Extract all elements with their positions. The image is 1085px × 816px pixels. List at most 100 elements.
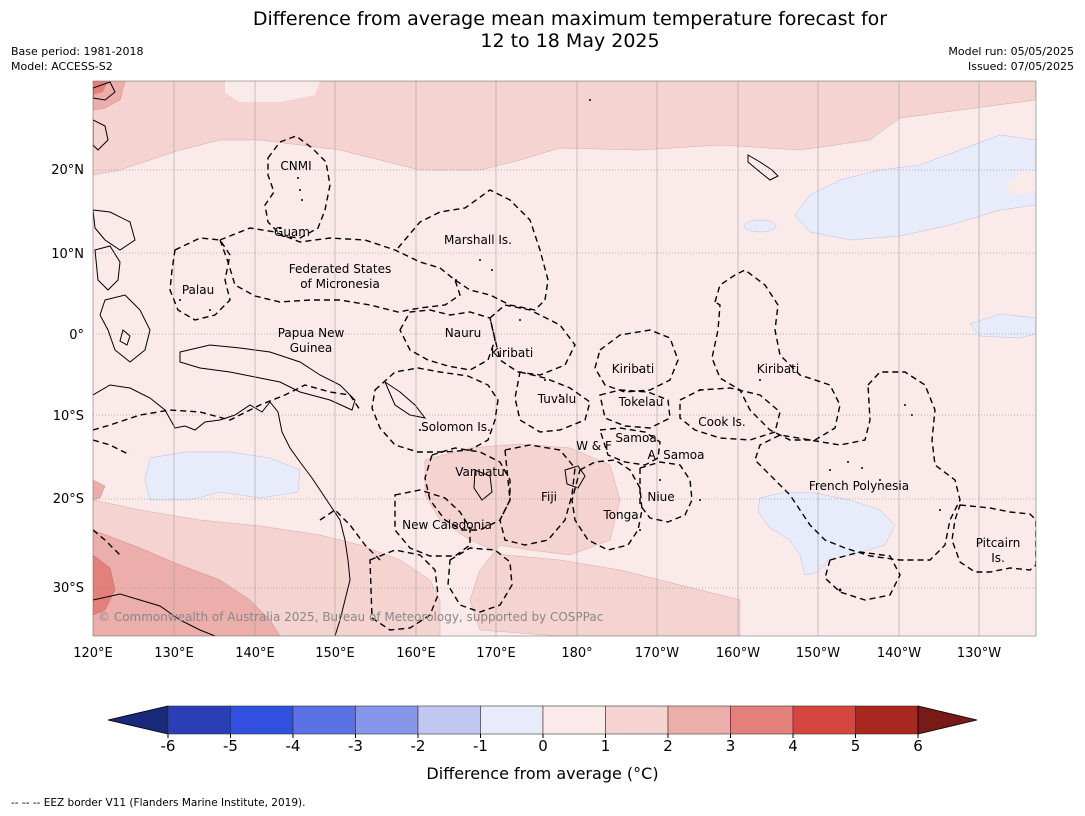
label-fiji: Fiji [541,490,557,504]
eez-footnote: -- -- -- EEZ border V11 (Flanders Marine… [11,797,306,809]
lon-label: 160°W [716,646,760,661]
colorbar-segment [417,705,481,735]
anomaly-sw-warmer-fill [93,529,281,636]
colorbar-segment [792,705,856,735]
label-french-polynesia: French Polynesia [809,479,909,493]
label-wallis-futuna: W & F [576,439,612,453]
colorbar-segment [230,705,294,735]
anomaly-cool-spot-2 [969,313,1036,339]
label-kiribati-east: Kiribati [757,362,799,376]
label-kiribati-central: Kiribati [612,362,654,376]
label-american-samoa: A. Samoa [648,448,705,462]
colorbar-segment [542,705,606,735]
anomaly-cool-spot-1 [743,219,777,233]
lon-label: 170°W [635,646,679,661]
lon-label: 170°E [476,646,516,661]
label-samoa: Samoa [615,431,656,445]
colorbar-label: Difference from average (°C) [426,764,659,783]
label-palau: Palau [182,283,214,297]
anomaly-aus-cool-fill [144,451,301,501]
lat-label-30s: 30°S [53,581,84,596]
label-pitcairn-line1: Pitcairn [976,536,1021,550]
lon-label: 160°E [396,646,436,661]
anomaly-fp-cool-fill [757,491,896,576]
title-line-1: Difference from average mean maximum tem… [252,8,888,30]
label-solomon-is: Solomon Is. [421,420,491,434]
graticule [93,81,1036,636]
colorbar: -6 -5 -4 -3 -2 -1 0 1 2 3 4 5 6 [107,705,978,755]
label-guam: Guam [274,225,310,239]
colorbar-segment [480,705,544,735]
colorbar-tick-label: -2 [411,737,426,755]
label-png-line2: Guinea [290,341,333,355]
lat-label-20n: 20°N [51,163,84,178]
label-niue: Niue [647,490,674,504]
anomaly-west-warmer-fill [93,479,106,501]
lon-label: 150°E [315,646,355,661]
model-name: Model: ACCESS-S2 [11,60,113,73]
lat-label-10n: 10°N [51,247,84,262]
map-frame [92,80,1037,637]
model-run: Model run: 05/05/2025 [948,45,1074,58]
label-tonga: Tonga [602,508,638,522]
anomaly-nw-pale-fill [225,81,320,102]
issued-date: Issued: 07/05/2025 [967,60,1074,73]
lat-label-0: 0° [69,328,84,343]
colorbar-extend-low [107,705,169,735]
anomaly-sw-hot-fill [93,554,116,616]
anomaly-ne-cool-fill [794,134,1036,241]
colorbar-tick-label: 4 [788,737,798,755]
longitude-labels: 120°E 130°E 140°E 150°E 160°E 170°E 180° 170°W 1… [73,646,1001,661]
meta-right: Model run: 05/05/2025 Issued: 07/05/2025 [948,44,1074,74]
label-cook-is: Cook Is. [698,415,745,429]
region-labels: CNMI Guam Marshall Is. Federated States … [182,159,1020,565]
label-tuvalu: Tuvalu [537,392,577,406]
colorbar-tick-label: -5 [223,737,238,755]
meta-left: Base period: 1981-2018 Model: ACCESS-S2 [11,44,143,74]
colorbar-tick-label: 3 [726,737,736,755]
label-png-line1: Papua New [278,326,345,340]
label-fsm-line1: Federated States [289,262,391,276]
colorbar-tick-label: 5 [851,737,861,755]
eez-borders [93,135,1036,631]
anomaly-ne-pale-fill [1005,170,1036,196]
colorbar-segment [167,705,231,735]
copyright-notice: © Commonwealth of Australia 2025, Bureau… [98,610,603,624]
label-pitcairn-line2: Is. [991,551,1005,565]
lon-label: 130°E [154,646,194,661]
colorbar-tick-label: 0 [538,737,548,755]
colorbar-tick-label: 2 [663,737,673,755]
label-tokelau: Tokelau [618,395,664,409]
lon-label: 140°W [877,646,921,661]
colorbar-segment [292,705,356,735]
lon-label: 140°E [235,646,275,661]
label-cnmi: CNMI [280,159,311,173]
colorbar-segment [730,705,794,735]
lat-label-10s: 10°S [53,409,84,424]
base-period: Base period: 1981-2018 [11,45,144,58]
label-marshall-is: Marshall Is. [444,233,512,247]
latitude-labels: 20°N 10°N 0° 10°S 20°S 30°S [51,163,84,596]
colorbar-tick-label: 6 [913,737,923,755]
colorbar-segment [605,705,669,735]
colorbar-tick-label: 1 [601,737,611,755]
label-fsm-line2: of Micronesia [300,277,380,291]
lat-label-20s: 20°S [53,492,84,507]
colorbar-tick-label: -3 [348,737,363,755]
anomaly-fiji-warm-fill [424,443,741,636]
colorbar-tick-label: -6 [161,737,176,755]
colorbar-tick-label: -4 [286,737,301,755]
lon-label: 130°W [957,646,1001,661]
label-kiribati-west: Kiribati [491,346,533,360]
colorbar-tick-label: -1 [473,737,488,755]
lon-label: 150°W [796,646,840,661]
map-panel [93,81,1036,636]
title-line-2: 12 to 18 May 2025 [480,30,660,52]
label-vanuatu: Vanuatu [455,465,505,479]
colorbar-segment [355,705,419,735]
colorbar-extend-high [917,705,978,735]
label-new-caledonia: New Caledonia [402,518,492,532]
colorbar-segment [667,705,731,735]
lon-label: 120°E [73,646,113,661]
